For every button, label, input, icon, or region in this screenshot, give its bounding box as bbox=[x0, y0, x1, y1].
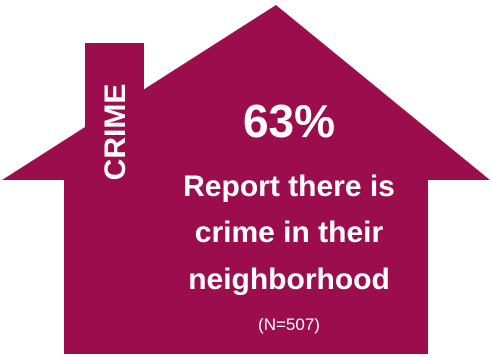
category-label: CRIME bbox=[99, 84, 132, 181]
statement-line-3: neighborhood bbox=[188, 263, 390, 296]
statement-line-1: Report there is bbox=[183, 170, 395, 203]
statement-line-2: crime in their bbox=[195, 216, 384, 249]
stat-value: 63% bbox=[243, 95, 335, 147]
house-shape bbox=[2, 5, 490, 354]
sample-size: (N=507) bbox=[258, 315, 320, 334]
